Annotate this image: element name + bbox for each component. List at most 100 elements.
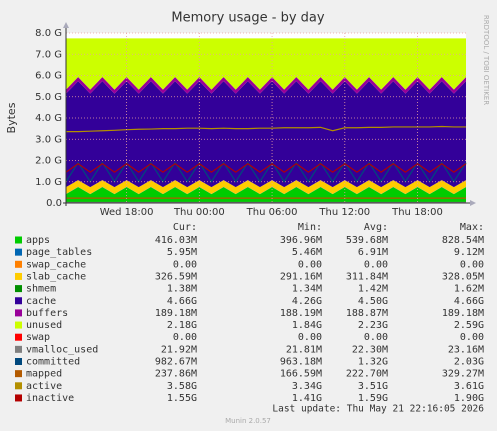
legend-stat: 166.59M (280, 369, 322, 380)
legend-stat: 1.90G (454, 393, 484, 404)
legend-stat: 1.42M (358, 284, 388, 295)
legend-label: cache (26, 296, 56, 307)
legend-swatch (15, 394, 22, 402)
legend-stat: 311.84M (346, 271, 388, 282)
y-tick-label: 3.0 G (35, 134, 62, 145)
legend-stat: 188.87M (346, 308, 388, 319)
legend-stat: 237.86M (155, 369, 197, 380)
legend-swatch (15, 321, 22, 329)
legend-stat: 3.61G (454, 381, 484, 392)
legend-stat: 189.18M (442, 308, 484, 319)
legend-swatch (15, 370, 22, 378)
legend-stat: 0.00 (364, 332, 388, 343)
legend-stat: 0.00 (298, 332, 322, 343)
legend-stat: 4.50G (358, 296, 388, 307)
legend-stat: 0.00 (460, 259, 484, 270)
last-update: Last update: Thu May 21 22:16:05 2026 (272, 404, 484, 415)
legend-stat: 6.91M (358, 247, 388, 258)
legend-label: active (26, 381, 62, 392)
legend-stat: 0.00 (173, 259, 197, 270)
legend-label: mapped (26, 369, 62, 380)
legend-stat: 4.66G (167, 296, 197, 307)
legend-stat: 1.55G (167, 393, 197, 404)
y-tick-label: 1.0 G (35, 177, 62, 188)
legend-stat: 1.32G (358, 357, 388, 368)
legend-stat: 1.59G (358, 393, 388, 404)
legend-stat: 326.59M (155, 271, 197, 282)
legend-label: slab_cache (26, 271, 86, 282)
legend-swatch (15, 345, 22, 353)
legend-stat: 0.00 (298, 259, 322, 270)
y-tick-label: 7.0 G (35, 49, 62, 60)
x-tick-label: Thu 12:00 (318, 207, 370, 218)
legend-swatch (15, 260, 22, 268)
area (66, 77, 466, 94)
legend-swatch (15, 333, 22, 341)
y-arrow (63, 22, 69, 28)
legend-stat: 4.26G (292, 296, 322, 307)
x-tick-label: Thu 00:00 (173, 207, 225, 218)
legend-stat: 1.84G (292, 320, 322, 331)
area (66, 180, 466, 194)
legend-stat: 2.23G (358, 320, 388, 331)
y-tick-label: 6.0 G (35, 71, 62, 82)
line (65, 161, 467, 183)
legend-stat: 329.27M (442, 369, 484, 380)
legend-stat: 5.95M (167, 247, 197, 258)
legend-stat: 4.66G (454, 296, 484, 307)
legend-label: shmem (26, 284, 56, 295)
legend-stat: 2.18G (167, 320, 197, 331)
legend-label: vmalloc_used (26, 344, 98, 355)
y-tick-label: 8.0 G (35, 28, 62, 39)
y-axis-label: Bytes (5, 102, 18, 133)
legend-stat: 539.68M (346, 235, 388, 246)
legend-label: page_tables (26, 247, 92, 258)
line (66, 125, 466, 133)
legend-stat: 3.58G (167, 381, 197, 392)
legend-stat: 22.30M (352, 344, 388, 355)
column-header: Max: (460, 222, 484, 233)
legend-stat: 2.59G (454, 320, 484, 331)
legend-label: swap (26, 332, 50, 343)
area (66, 38, 466, 90)
y-tick-label: 2.0 G (35, 156, 62, 167)
legend-stat: 23.16M (448, 344, 484, 355)
legend-label: unused (26, 320, 62, 331)
footer: Munin 2.0.57 (225, 417, 271, 425)
legend-stat: 21.81M (286, 344, 322, 355)
legend-stat: 328.05M (442, 271, 484, 282)
legend-stat: 828.54M (442, 235, 484, 246)
legend-stat: 21.92M (161, 344, 197, 355)
legend-label: inactive (26, 393, 74, 404)
legend-stat: 1.34M (292, 284, 322, 295)
y-tick-label: 4.0 G (35, 113, 62, 124)
legend-swatch (15, 236, 22, 244)
legend-stat: 189.18M (155, 308, 197, 319)
legend-stat: 9.12M (454, 247, 484, 258)
legend-stat: 291.16M (280, 271, 322, 282)
legend-label: buffers (26, 308, 68, 319)
legend-stat: 0.00 (173, 332, 197, 343)
legend-swatch (15, 358, 22, 365)
legend-stat: 0.00 (364, 259, 388, 270)
line (65, 162, 467, 173)
x-arrow (470, 200, 476, 206)
y-tick-label: 5.0 G (35, 92, 62, 103)
legend-stat: 416.03M (155, 235, 197, 246)
legend-swatch (15, 285, 22, 293)
legend-swatch (15, 309, 22, 317)
legend-stat: 3.51G (358, 381, 388, 392)
area (66, 186, 466, 195)
legend-stat: 222.70M (346, 369, 388, 380)
legend-swatch (15, 248, 22, 256)
plot (65, 32, 467, 204)
side-text: RRDTOOL / TOBI OETIKER (482, 15, 490, 105)
legend-stat: 1.38M (167, 284, 197, 295)
legend-stat: 0.00 (460, 332, 484, 343)
column-header: Min: (298, 222, 322, 233)
legend-swatch (15, 382, 22, 390)
legend-stat: 1.41G (292, 393, 322, 404)
column-header: Cur: (173, 222, 197, 233)
